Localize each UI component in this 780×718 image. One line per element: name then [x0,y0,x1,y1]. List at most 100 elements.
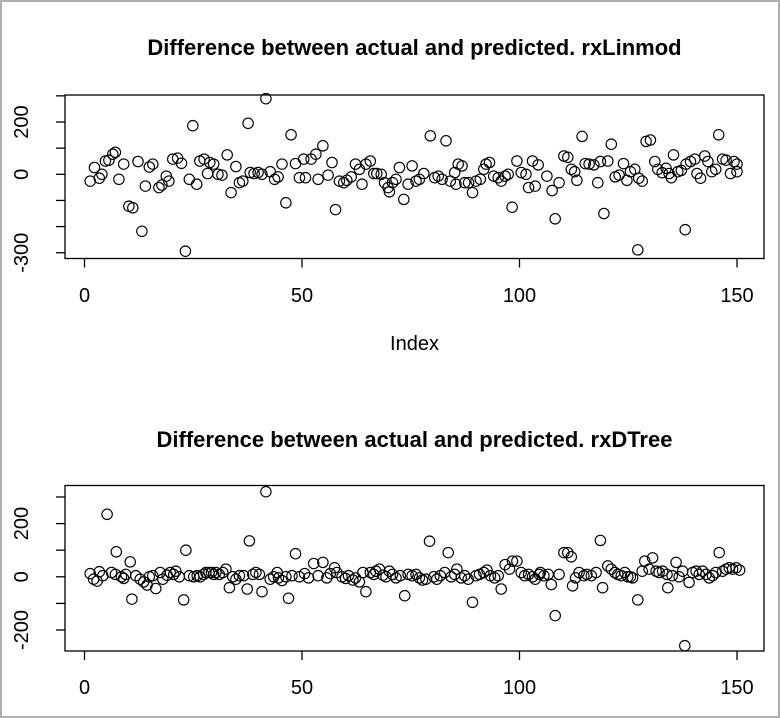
chart-title-rxdtree: Difference between actual and predicted.… [156,427,673,452]
data-point [326,156,338,169]
data-point [702,155,714,168]
data-point [237,175,249,187]
data-point [356,178,368,190]
data-point [368,167,380,180]
data-point [478,163,490,176]
data-point [88,161,101,174]
data-point [272,572,285,584]
data-point [418,167,430,180]
data-point [478,566,490,579]
data-point [424,130,437,142]
data-point [462,176,475,189]
data-point [520,168,532,181]
data-point [506,555,519,567]
data-point [317,140,329,152]
data-point [312,173,324,186]
data-point [329,203,342,216]
data-point [345,171,357,183]
data-point [693,568,705,581]
data-point [126,593,138,605]
data-point [466,596,479,609]
data-point [233,569,246,582]
data-point [217,566,229,579]
data-point [398,589,411,602]
data-point [322,169,334,181]
data-point [706,165,718,178]
data-point [103,154,115,166]
y-tick-label: 0 [11,571,33,582]
data-point [546,184,558,197]
data-point [134,573,146,585]
data-point [423,535,436,547]
data-point [492,569,504,582]
data-point [565,551,578,563]
data-point [272,171,284,183]
data-point [84,567,96,580]
data-point [157,573,169,585]
data-point [662,581,674,594]
data-point [553,176,565,189]
data-point [230,573,242,585]
data-point [581,568,593,581]
data-point [713,546,725,559]
data-point [223,581,236,594]
data-point [113,173,125,186]
data-point [673,571,685,583]
data-point [183,173,196,186]
data-point [143,161,156,173]
data-point [285,129,297,141]
data-point [299,171,312,184]
data-point [636,565,648,577]
data-point [458,176,471,189]
data-point [602,560,614,572]
data-point [532,159,544,171]
data-point [139,180,152,192]
data-point [565,163,578,176]
data-point [666,569,678,582]
data-point [124,556,136,568]
data-point [307,557,320,570]
data-point [549,213,561,225]
data-point [602,155,614,167]
data-point [481,564,493,576]
data-point [256,168,268,181]
data-point [529,180,541,192]
data-point [289,547,302,560]
data-point [227,571,239,583]
data-point [136,225,148,238]
data-point [568,165,581,178]
data-point [183,569,196,582]
plot-box [64,484,765,652]
data-point [179,245,192,257]
data-point [632,594,644,606]
data-point [93,565,106,578]
data-point [230,160,242,173]
x-axis-label-index: Index [390,333,439,355]
data-point [147,158,159,170]
data-point [268,173,281,186]
data-point [590,566,602,579]
data-point [371,167,383,180]
data-point [598,207,610,220]
x-tick-label: 50 [291,677,313,699]
data-point [730,562,742,574]
data-point [499,170,511,182]
data-point [499,558,511,571]
data-point [357,566,369,579]
data-point [733,564,746,576]
data-point [636,175,648,187]
data-point [243,535,256,547]
data-point [220,563,232,575]
data-point [562,151,574,164]
x-tick-label: 150 [720,677,753,699]
data-point [324,567,337,580]
data-point [588,159,600,171]
data-point [248,167,260,180]
data-point [338,176,350,189]
data-point [515,566,527,579]
data-point [207,568,220,581]
data-point [177,594,190,606]
data-point [432,170,444,182]
data-point [515,166,527,179]
data-point [394,569,407,582]
